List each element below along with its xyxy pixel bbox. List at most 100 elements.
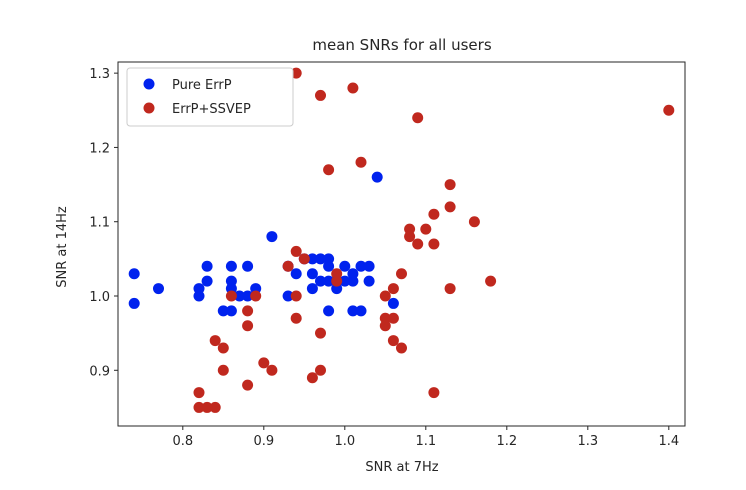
data-point xyxy=(371,171,383,183)
data-point xyxy=(315,364,326,376)
y-tick-label: 1.3 xyxy=(89,67,110,82)
data-point xyxy=(306,283,318,295)
data-point xyxy=(396,268,407,280)
y-tick-label: 1.2 xyxy=(89,141,110,156)
data-point xyxy=(347,82,359,94)
data-point xyxy=(242,290,254,302)
data-point xyxy=(290,268,302,280)
data-point xyxy=(404,231,416,243)
data-point xyxy=(217,305,229,317)
data-point xyxy=(266,231,278,243)
series-errp-ssvep xyxy=(193,67,675,413)
y-tick-label: 0.9 xyxy=(89,364,110,379)
data-point xyxy=(225,260,237,272)
data-point xyxy=(331,275,343,287)
data-point xyxy=(396,342,407,354)
x-tick-label: 1.4 xyxy=(658,434,679,449)
data-point xyxy=(290,312,302,324)
data-point xyxy=(282,260,294,272)
data-point xyxy=(444,201,456,213)
data-point xyxy=(225,305,237,317)
y-axis-label: SNR at 14Hz xyxy=(55,206,70,288)
data-point xyxy=(363,275,375,287)
data-point xyxy=(315,327,326,339)
data-point xyxy=(339,275,351,287)
legend-marker xyxy=(143,102,155,114)
data-point xyxy=(201,401,213,413)
data-point xyxy=(420,223,432,235)
data-point xyxy=(444,283,456,295)
data-point xyxy=(387,335,399,347)
data-points xyxy=(128,67,675,413)
data-point xyxy=(663,104,675,116)
x-tick-label: 1.1 xyxy=(415,434,436,449)
plot-frame xyxy=(117,61,686,427)
data-point xyxy=(379,290,391,302)
data-point xyxy=(250,290,262,302)
data-point xyxy=(290,245,302,257)
data-point xyxy=(468,216,480,228)
data-point xyxy=(306,253,318,265)
data-point xyxy=(387,297,399,309)
data-point xyxy=(128,268,140,280)
data-point xyxy=(298,253,310,265)
data-point xyxy=(209,335,221,347)
data-point xyxy=(266,364,278,376)
data-point xyxy=(193,401,205,413)
data-point xyxy=(306,372,318,384)
data-point xyxy=(428,208,440,220)
data-point xyxy=(315,275,326,287)
data-point xyxy=(201,275,213,287)
data-point xyxy=(217,342,229,354)
data-point xyxy=(387,283,399,295)
data-point xyxy=(242,379,254,391)
data-point xyxy=(242,320,254,332)
x-tick-label: 1.0 xyxy=(334,434,355,449)
data-point xyxy=(485,275,497,287)
data-point xyxy=(282,290,294,302)
data-point xyxy=(363,260,375,272)
x-axis-label: SNR at 7Hz xyxy=(365,460,438,475)
data-point xyxy=(355,305,367,317)
y-tick-label: 1.1 xyxy=(89,216,110,231)
x-tick-label: 1.2 xyxy=(496,434,517,449)
data-point xyxy=(323,275,335,287)
data-point xyxy=(355,156,367,168)
data-point xyxy=(412,112,424,124)
y-tick-label: 1.0 xyxy=(89,290,110,305)
data-point xyxy=(339,260,351,272)
data-point xyxy=(347,275,359,287)
legend-label: Pure ErrP xyxy=(172,78,232,93)
data-point xyxy=(193,387,205,399)
data-point xyxy=(315,89,326,101)
data-point xyxy=(428,387,440,399)
data-point xyxy=(128,297,140,309)
data-point xyxy=(444,179,456,191)
data-point xyxy=(242,305,254,317)
data-point xyxy=(379,320,391,332)
data-point xyxy=(258,357,270,369)
chart-title: mean SNRs for all users xyxy=(312,36,491,54)
data-point xyxy=(428,238,440,250)
data-point xyxy=(209,401,221,413)
data-point xyxy=(323,305,335,317)
data-point xyxy=(306,268,318,280)
data-point xyxy=(387,312,399,324)
axes: 0.8 0.9 1.0 1.1 1.2 1.3 1.4 0.9 1.0 1.1 1.2 1.3 xyxy=(89,67,679,449)
data-point xyxy=(153,283,164,295)
data-point xyxy=(193,290,205,302)
data-point xyxy=(217,364,229,376)
data-point xyxy=(355,260,367,272)
data-point xyxy=(347,305,359,317)
data-point xyxy=(242,260,254,272)
data-point xyxy=(412,238,424,250)
data-point xyxy=(225,290,237,302)
data-point xyxy=(315,253,326,265)
data-point xyxy=(323,260,335,272)
x-tick-label: 0.8 xyxy=(172,434,193,449)
data-point xyxy=(234,290,245,302)
legend: Pure ErrP ErrP+SSVEP xyxy=(126,67,294,127)
legend-marker xyxy=(143,78,155,90)
data-point xyxy=(201,260,213,272)
